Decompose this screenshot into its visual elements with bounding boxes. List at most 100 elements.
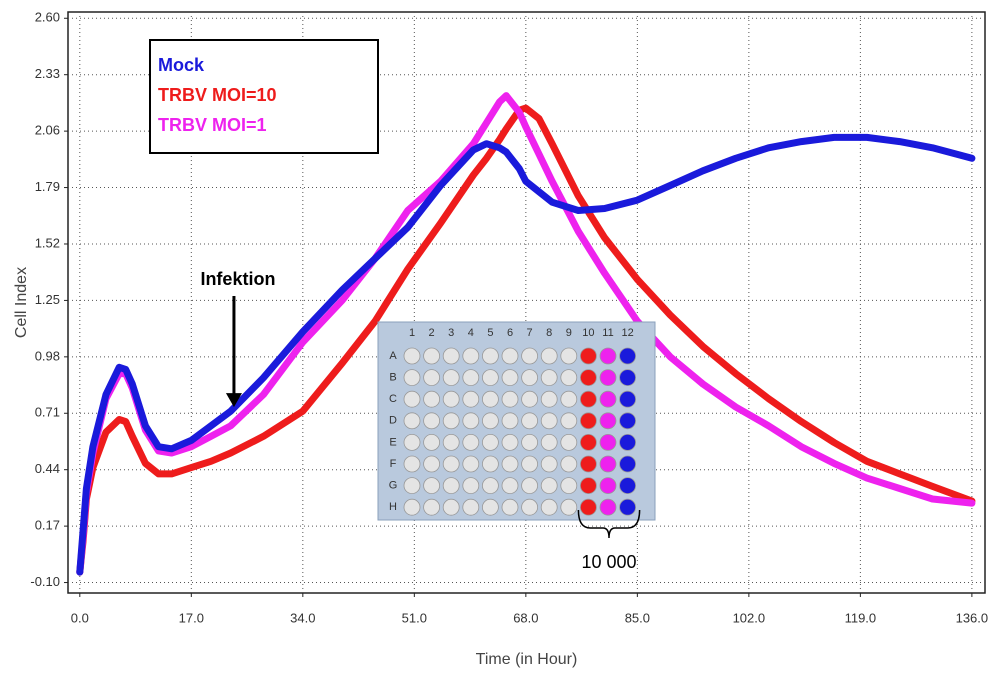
well [403,390,421,408]
well [580,455,597,473]
well [619,347,636,365]
plate-row-label: D [389,415,397,427]
plate-row-label: G [389,480,398,492]
plate-column-label: 11 [602,327,613,339]
well [501,498,519,516]
arrow-head [225,393,242,408]
well [423,433,441,451]
y-axis-title: Cell Index [13,267,30,338]
y-tick-label: 0.71 [35,405,60,420]
well [481,455,499,473]
well [481,347,499,365]
well [540,390,558,408]
well [442,390,460,408]
well [442,369,460,387]
well [501,369,519,387]
well [521,498,538,516]
annotation-text: Infektion [200,269,275,289]
well [403,412,421,430]
well [521,477,538,495]
x-tick-label: 34.0 [290,610,315,625]
well [462,412,480,430]
well [540,455,558,473]
plate-column-label: 3 [448,327,454,339]
y-tick-label: 1.79 [35,179,60,194]
well [580,477,597,495]
y-tick-label: 2.33 [35,66,60,81]
y-tick-label: 0.17 [35,518,60,533]
well [501,477,519,495]
y-tick-label: 0.44 [35,461,60,476]
well [560,455,578,473]
well [619,390,636,408]
well [521,347,538,365]
plate-column-label: 7 [527,327,533,339]
well [521,455,538,473]
series-line [76,104,976,576]
plate-row-label: E [389,436,396,448]
well [462,347,480,365]
y-tick-label: 1.25 [35,292,60,307]
well [423,369,441,387]
well [462,390,480,408]
well [481,390,499,408]
well [442,477,460,495]
well [580,369,597,387]
legend-label: Mock [158,55,205,75]
x-tick-label: 68.0 [513,610,538,625]
well [599,412,617,430]
well [580,347,597,365]
plate-column-label: 9 [566,327,572,339]
well [599,369,617,387]
well [442,347,460,365]
well [442,498,460,516]
well [540,347,558,365]
y-tick-label: 1.52 [35,235,60,250]
well [462,498,480,516]
well [501,390,519,408]
well [403,433,421,451]
y-tick-label: 2.60 [35,10,60,25]
well [619,477,636,495]
legend-label: TRBV MOI=10 [158,85,277,105]
well [501,347,519,365]
well [423,477,441,495]
well [599,347,617,365]
x-tick-label: 119.0 [845,610,877,625]
plate-column-label: 12 [621,327,633,339]
y-tick-label: -0.10 [30,574,60,589]
well [521,369,538,387]
well [501,455,519,473]
well [481,433,499,451]
well [619,433,636,451]
y-tick-label: 2.06 [35,123,60,138]
well [619,498,636,516]
well [619,412,636,430]
plate-row-label: B [389,372,396,384]
well [540,498,558,516]
well [619,455,636,473]
well [423,412,441,430]
well [580,390,597,408]
well [403,455,421,473]
well [403,477,421,495]
well [560,412,578,430]
bracket [577,509,641,539]
well [423,498,441,516]
well [599,477,617,495]
well [403,347,421,365]
plate-row-label: C [389,393,397,405]
well [599,433,617,451]
plate-column-label: 1 [409,327,415,339]
x-tick-label: 0.0 [71,610,89,625]
well [423,390,441,408]
plate-column-label: 6 [507,327,513,339]
well [462,455,480,473]
plate-column-label: 4 [468,327,474,339]
well [580,498,597,516]
x-tick-label: 136.0 [956,610,989,625]
well [481,369,499,387]
well [481,498,499,516]
series-line [76,133,976,576]
